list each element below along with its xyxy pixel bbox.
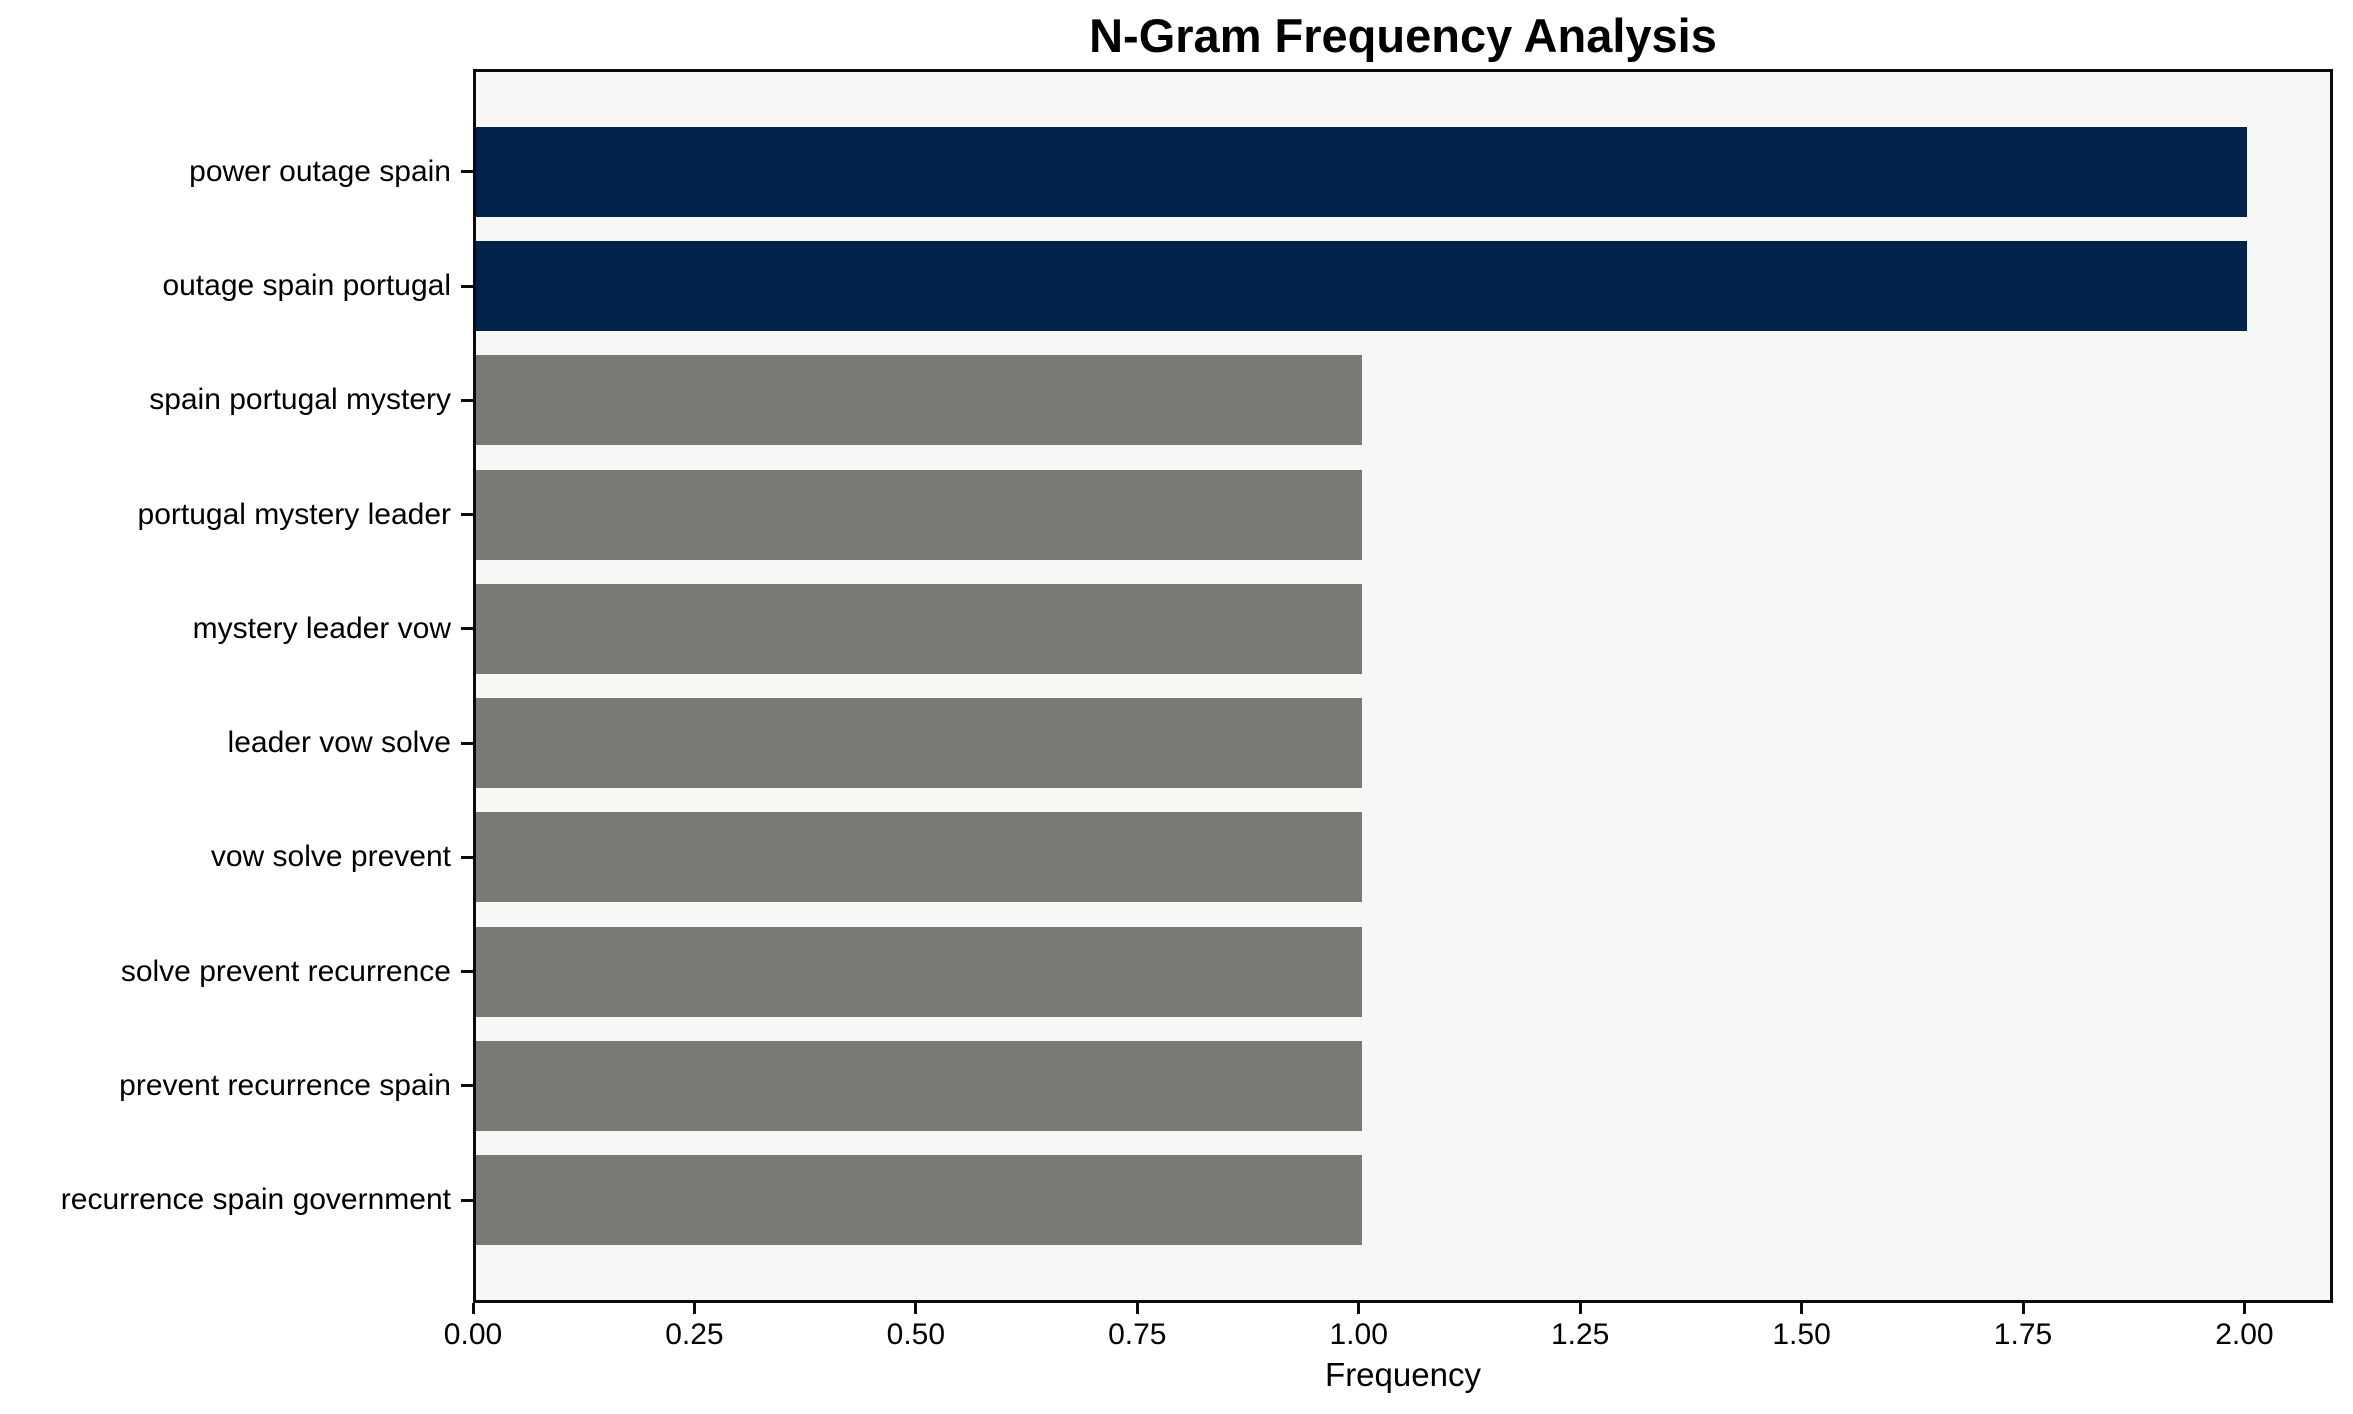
x-tick-mark (1578, 1303, 1582, 1314)
bar-spain-portugal-mystery (476, 355, 1362, 446)
x-axis-title: Frequency (1325, 1356, 1481, 1393)
x-tick-mark (2242, 1303, 2246, 1314)
x-tick-mark (1357, 1303, 1361, 1314)
bar-outage-spain-portugal (476, 241, 2248, 332)
y-tick-label: spain portugal mystery (149, 383, 451, 417)
y-tick-mark (461, 1198, 473, 1202)
y-tick-label: recurrence spain government (60, 1183, 451, 1217)
y-tick-mark (461, 741, 473, 745)
y-tick-mark (461, 1084, 473, 1088)
y-tick-mark (461, 284, 473, 288)
y-tick-label: mystery leader vow (192, 611, 451, 645)
y-tick-mark (461, 627, 473, 631)
y-tick-mark (461, 170, 473, 174)
y-tick-label: vow solve prevent (210, 840, 451, 874)
x-tick-mark (2021, 1303, 2025, 1314)
x-tick-label: 1.25 (1550, 1318, 1610, 1351)
bar-solve-prevent-recurrence (476, 926, 1362, 1017)
bar-prevent-recurrence-spain (476, 1040, 1362, 1131)
bar-leader-vow-solve (476, 698, 1362, 789)
x-tick-label: 1.50 (1772, 1318, 1831, 1351)
x-tick-mark (1800, 1303, 1804, 1314)
y-tick-mark (461, 513, 473, 517)
chart-title: N-Gram Frequency Analysis (1089, 9, 1717, 62)
y-tick-mark (461, 398, 473, 402)
x-tick-mark (471, 1303, 475, 1314)
y-tick-label: prevent recurrence spain (119, 1068, 451, 1102)
x-tick-label: 0.50 (886, 1318, 946, 1351)
x-tick-mark (692, 1303, 696, 1314)
x-tick-label: 0.75 (1108, 1318, 1167, 1351)
x-tick-label: 0.25 (665, 1318, 724, 1351)
bar-recurrence-spain-government (476, 1155, 1362, 1246)
x-tick-label: 1.75 (1993, 1318, 2053, 1351)
y-tick-mark (461, 855, 473, 859)
plot-area (473, 69, 2333, 1303)
y-tick-label: solve prevent recurrence (120, 954, 451, 988)
bar-portugal-mystery-leader (476, 469, 1362, 560)
x-tick-mark (914, 1303, 918, 1314)
bar-mystery-leader-vow (476, 583, 1362, 674)
bar-vow-solve-prevent (476, 812, 1362, 903)
y-tick-label: outage spain portugal (162, 269, 451, 303)
y-tick-mark (461, 970, 473, 974)
y-tick-label: leader vow solve (227, 726, 451, 760)
x-tick-label: 0.00 (443, 1318, 503, 1351)
y-tick-label: portugal mystery leader (137, 497, 451, 531)
x-tick-label: 1.00 (1329, 1318, 1388, 1351)
x-tick-mark (1135, 1303, 1139, 1314)
x-tick-label: 2.00 (2215, 1318, 2274, 1351)
bar-power-outage-spain (476, 126, 2248, 217)
y-tick-label: power outage spain (189, 154, 451, 188)
